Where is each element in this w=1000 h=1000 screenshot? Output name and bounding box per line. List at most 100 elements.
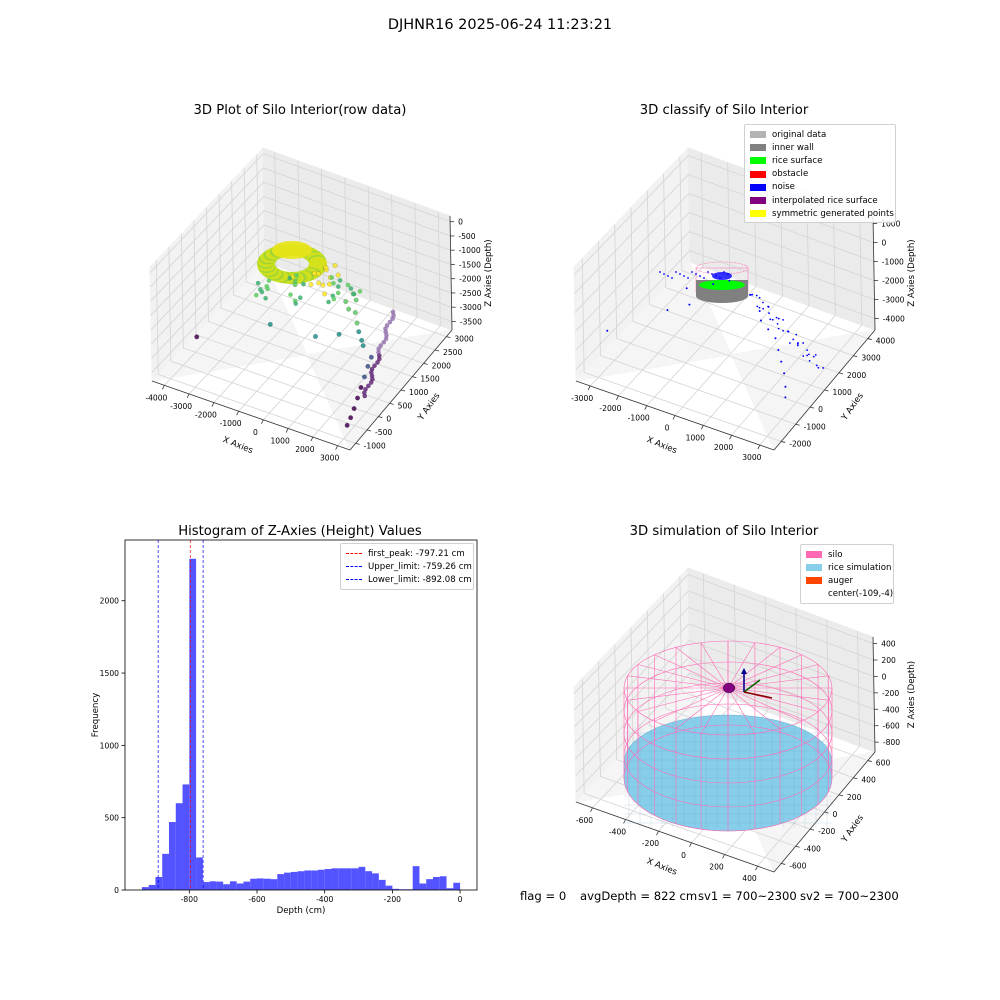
p1-streak-point bbox=[369, 373, 375, 379]
p1-x-tick bbox=[236, 411, 239, 416]
p2-noise-point bbox=[783, 372, 786, 375]
legend-swatch bbox=[346, 579, 362, 581]
p1-streak-point bbox=[366, 383, 371, 389]
p4-silo-spoke bbox=[727, 664, 819, 689]
p4-auger-z-arrow bbox=[741, 668, 747, 674]
p2-x-tick-label: -3000 bbox=[571, 394, 593, 403]
legend-entry: interpolated rice surface bbox=[750, 194, 890, 207]
p3-bar bbox=[175, 803, 183, 890]
p4-silo-spoke bbox=[675, 647, 729, 689]
p1-grid-z bbox=[150, 167, 451, 288]
p4-z-tick-label: -400 bbox=[882, 705, 899, 714]
p1-cluster-point bbox=[255, 280, 261, 286]
p1-grid-z bbox=[150, 210, 452, 330]
p3-bar bbox=[284, 872, 291, 890]
p1-data-point bbox=[344, 422, 350, 428]
p4-x-axis-line bbox=[575, 801, 775, 873]
p1-streak-point bbox=[387, 319, 393, 325]
p2-noise-point bbox=[683, 275, 685, 277]
p4-z-tick-label: -200 bbox=[882, 689, 899, 698]
p2-noise-point bbox=[777, 317, 780, 320]
p4-x-tick-label: -200 bbox=[642, 839, 659, 848]
p1-data-point bbox=[346, 306, 352, 312]
p1-y-tick bbox=[423, 362, 428, 365]
p3-bar bbox=[148, 884, 156, 890]
p1-cluster-point bbox=[292, 278, 298, 284]
p3-bar bbox=[453, 882, 461, 890]
p1-cluster-point bbox=[348, 286, 354, 291]
p2-noise-point bbox=[715, 275, 717, 277]
p4-silo-spoke bbox=[727, 647, 781, 689]
p3-bar bbox=[372, 873, 379, 890]
p2-noise-point bbox=[788, 342, 791, 344]
p1-streak-point bbox=[384, 333, 389, 338]
p4-y-tick-label: 200 bbox=[847, 793, 862, 802]
p1-grid-x bbox=[263, 186, 371, 421]
legend-label: noise bbox=[772, 182, 795, 193]
p2-x-tick bbox=[616, 395, 619, 400]
p1-cluster-point bbox=[331, 296, 337, 302]
p4-y-axis-label: Y Axies bbox=[839, 813, 866, 845]
p1-data-point bbox=[351, 406, 357, 411]
p2-x-tick bbox=[700, 425, 704, 430]
p2-y-tick-label: 0 bbox=[818, 405, 823, 414]
p4-grid-z bbox=[574, 639, 875, 760]
p2-grid-y bbox=[646, 190, 840, 374]
p1-y-tick-label: 500 bbox=[398, 401, 413, 410]
p1-x-tick bbox=[285, 428, 289, 433]
p3-y-tick-label: 0 bbox=[114, 886, 119, 895]
p2-grid-z bbox=[575, 231, 875, 351]
p2-grid-y bbox=[581, 258, 782, 442]
p2-x-tick-label: 1000 bbox=[686, 433, 705, 442]
legend-label: first_peak: -797.21 cm bbox=[368, 548, 465, 559]
p1-y-tick bbox=[355, 442, 360, 445]
p2-noise-point bbox=[812, 355, 815, 358]
p3-bar bbox=[236, 883, 244, 890]
p2-x-tick bbox=[644, 405, 648, 410]
p1-data-point bbox=[335, 272, 341, 278]
p4-silo-spoke bbox=[727, 687, 756, 734]
flag-readout: flag = 0 bbox=[520, 889, 567, 903]
legend-swatch bbox=[806, 591, 822, 598]
p1-data-point bbox=[323, 265, 329, 270]
p2-noise-point bbox=[691, 271, 693, 273]
sv2-readout: sv2 = 700~2300 bbox=[800, 889, 899, 903]
p4-x-tick bbox=[623, 819, 626, 824]
p2-noise-point bbox=[711, 273, 713, 275]
p1-x-tick-label: 0 bbox=[253, 428, 258, 437]
p2-noise-point bbox=[774, 337, 777, 340]
p1-cluster-point bbox=[263, 295, 268, 301]
p4-silo-spoke bbox=[654, 687, 729, 722]
legend-label: interpolated rice surface bbox=[772, 195, 878, 206]
legend-entry: inner wall bbox=[750, 141, 890, 154]
p4-silo-spoke bbox=[700, 642, 729, 689]
p2-noise-point bbox=[758, 296, 761, 299]
p2-noise-point bbox=[768, 312, 770, 315]
p2-noise-point bbox=[679, 273, 681, 275]
p1-data-point bbox=[360, 343, 366, 349]
p1-data-point bbox=[354, 320, 360, 326]
p4-y-tick-label: 400 bbox=[861, 776, 876, 785]
p3-bar bbox=[196, 857, 203, 890]
p1-grid-x bbox=[164, 152, 278, 386]
p2-x-tick bbox=[757, 444, 761, 450]
p4-silo-spoke bbox=[700, 687, 729, 734]
p1-cluster-point bbox=[326, 299, 331, 305]
p1-x-tick bbox=[310, 436, 314, 442]
legend-entry: Lower_limit: -892.08 cm bbox=[346, 573, 472, 586]
p1-y-tick-label: 1000 bbox=[409, 388, 428, 397]
p1-data-point bbox=[320, 282, 326, 288]
p2-noise-point bbox=[762, 307, 765, 310]
legend-swatch bbox=[750, 144, 766, 152]
p2-noise-point bbox=[728, 279, 731, 282]
p1-z-tick-label: -2000 bbox=[459, 275, 481, 284]
p2-grid-y bbox=[598, 241, 796, 425]
p2-noise-point bbox=[808, 359, 811, 362]
p1-streak-point bbox=[390, 316, 395, 322]
p4-x-axis-label: X Axies bbox=[645, 857, 679, 878]
p2-noise-point bbox=[703, 277, 705, 279]
p2-noise-point bbox=[707, 271, 709, 273]
p1-data-point bbox=[336, 331, 342, 337]
p4-grid-z bbox=[575, 672, 875, 793]
p2-noise-point bbox=[777, 327, 780, 330]
